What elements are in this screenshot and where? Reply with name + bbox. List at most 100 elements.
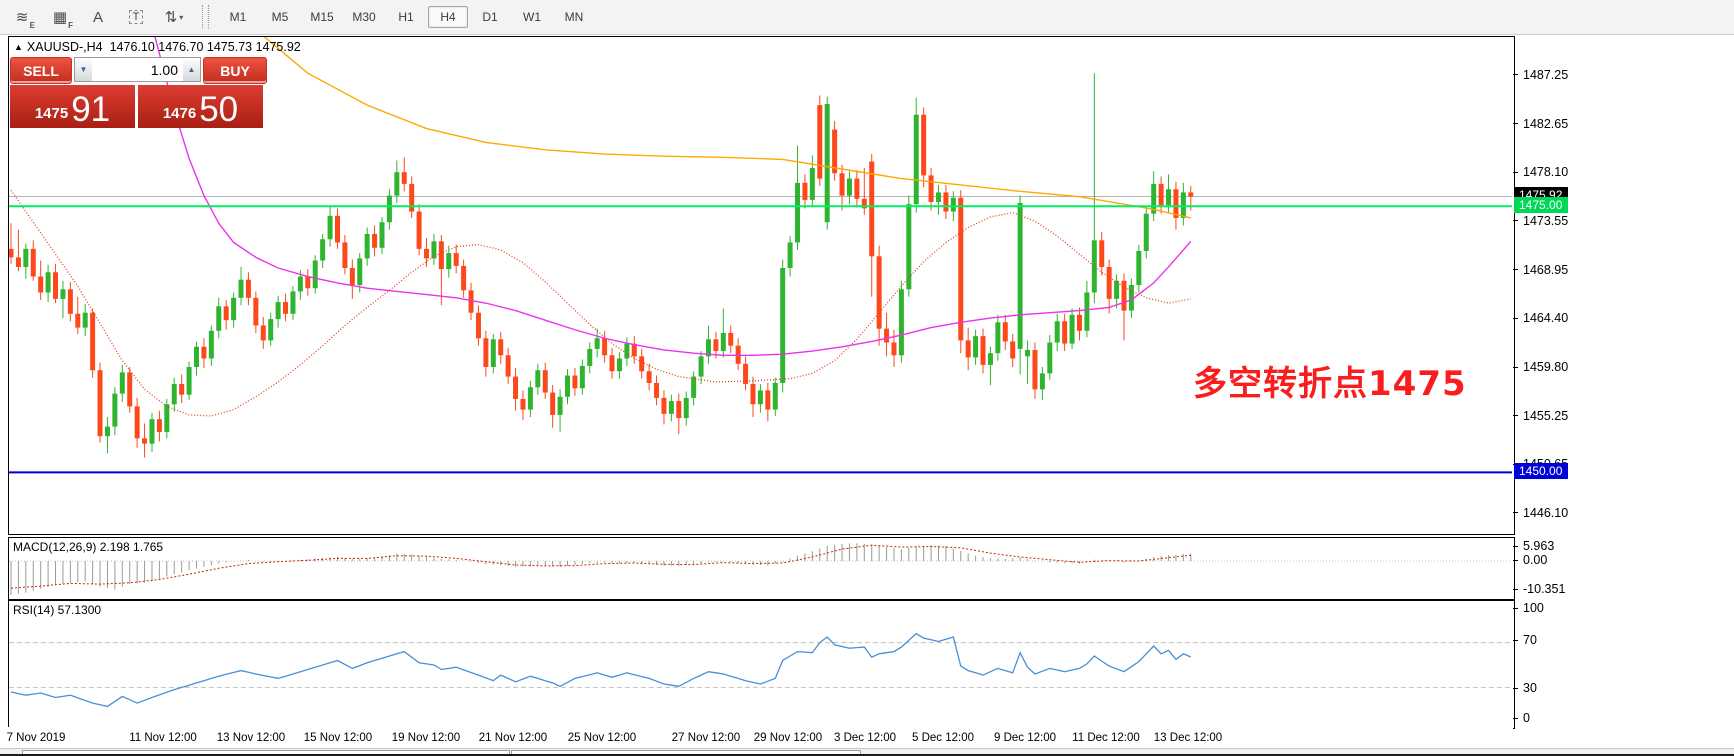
macd-panel[interactable]: MACD(12,26,9) 2.198 1.765 bbox=[8, 537, 1515, 600]
tick-mark bbox=[1513, 545, 1518, 547]
drawing-tools-group: ≋ E ▦ F A T ⇅ ▾ bbox=[0, 3, 190, 31]
tick-mark bbox=[1513, 317, 1518, 319]
volume-decrease-button[interactable]: ▼ bbox=[75, 58, 92, 81]
rsi-line bbox=[10, 632, 1192, 708]
rsi-chart[interactable] bbox=[9, 601, 1512, 726]
chart-tab[interactable] bbox=[22, 750, 510, 755]
tick-mark bbox=[1513, 588, 1518, 590]
text-box-icon[interactable]: T bbox=[120, 3, 152, 31]
chart-symbol: XAUUSD-,H4 bbox=[26, 40, 103, 54]
buy-price-display[interactable]: 1476 50 bbox=[138, 85, 263, 128]
price-tick: 1459.80 bbox=[1523, 360, 1569, 375]
tick-mark bbox=[1513, 717, 1518, 719]
tick-mark bbox=[1513, 639, 1518, 641]
arrows-tool-icon[interactable]: ⇅ ▾ bbox=[164, 9, 184, 26]
tick-mark bbox=[1513, 607, 1518, 609]
macd-label: MACD(12,26,9) 2.198 1.765 bbox=[13, 540, 164, 554]
green-level-line-badge: 1475.00 bbox=[1514, 197, 1569, 214]
date-label: 11 Nov 12:00 bbox=[129, 732, 197, 744]
price-tick: 1478.10 bbox=[1523, 165, 1569, 180]
ma-red bbox=[10, 189, 1191, 417]
timeframe-button-m30[interactable]: M30 bbox=[352, 10, 376, 24]
macd-tick: 0.00 bbox=[1523, 553, 1548, 567]
macd-signal-line bbox=[10, 544, 1191, 589]
rsi-tick: 100 bbox=[1523, 601, 1544, 615]
date-label: 11 Dec 12:00 bbox=[1072, 732, 1140, 744]
macd-tick: -10.351 bbox=[1523, 582, 1566, 596]
buy-price-big: 50 bbox=[199, 90, 239, 129]
tick-mark bbox=[1513, 415, 1518, 416]
date-label: 21 Nov 12:00 bbox=[478, 732, 548, 744]
buy-button[interactable]: BUY bbox=[203, 57, 267, 84]
date-label: 19 Nov 12:00 bbox=[391, 732, 461, 744]
price-tick: 1468.95 bbox=[1523, 262, 1569, 277]
sell-price-big: 91 bbox=[71, 90, 111, 129]
blue-level-line-badge: 1450.00 bbox=[1514, 463, 1569, 480]
timeframe-button-h1[interactable]: H1 bbox=[398, 10, 414, 24]
time-axis[interactable]: 7 Nov 2019 11 Nov 12:00 13 Nov 12:00 15 Nov… bbox=[6, 727, 1513, 748]
rsi-tick: 70 bbox=[1523, 633, 1537, 647]
date-label: 27 Nov 12:00 bbox=[671, 732, 741, 744]
toolbar: ≋ E ▦ F A T ⇅ ▾ M1 M5 M15 M30 H1 H4 D1 W1 MN bbox=[0, 0, 1734, 35]
elliott-wave-icon[interactable]: ≋ E bbox=[15, 9, 35, 30]
rsi-label: RSI(14) 57.1300 bbox=[13, 603, 102, 617]
tick-mark bbox=[1513, 366, 1518, 368]
chart-ohlc: 1476.10 1476.70 1475.73 1475.92 bbox=[109, 40, 301, 54]
date-label: 7 Nov 2019 bbox=[6, 732, 66, 744]
date-label: 13 Dec 12:00 bbox=[1153, 732, 1223, 744]
timeframe-button-w1[interactable]: W1 bbox=[523, 10, 541, 24]
price-tick: 1455.25 bbox=[1523, 408, 1569, 423]
price-tick: 1473.55 bbox=[1523, 213, 1569, 228]
price-tick: 1487.25 bbox=[1523, 67, 1569, 82]
fibo-grid-icon[interactable]: ▦ F bbox=[52, 9, 73, 30]
tick-mark bbox=[1513, 220, 1518, 222]
date-label: 25 Nov 12:00 bbox=[567, 732, 637, 744]
tick-mark bbox=[1513, 687, 1518, 689]
chart-title: ▲ XAUUSD-,H4 1476.10 1476.70 1475.73 1475… bbox=[14, 40, 301, 54]
date-label: 5 Dec 12:00 bbox=[911, 732, 975, 744]
price-axis[interactable]: 1487.25 1482.65 1478.10 1473.55 1468.95 1464.… bbox=[1513, 0, 1734, 756]
tick-mark bbox=[1513, 269, 1518, 271]
price-tick: 1482.65 bbox=[1523, 116, 1569, 131]
one-click-trading-panel: SELL ▼ ▲ BUY 1475 91 1476 50 bbox=[8, 57, 268, 128]
price-tick: 1446.10 bbox=[1523, 505, 1569, 520]
timeframe-button-h4[interactable]: H4 bbox=[428, 6, 468, 28]
timeframe-group: M1 M5 M15 M30 H1 H4 D1 W1 MN bbox=[217, 6, 595, 28]
timeframe-button-d1[interactable]: D1 bbox=[482, 10, 498, 24]
volume-increase-button[interactable]: ▲ bbox=[183, 58, 200, 81]
timeframe-button-mn[interactable]: MN bbox=[564, 10, 584, 24]
tick-mark bbox=[1513, 512, 1518, 514]
buy-price-small: 1476 bbox=[162, 105, 197, 122]
sell-price-display[interactable]: 1475 91 bbox=[10, 85, 135, 128]
date-label: 29 Nov 12:00 bbox=[753, 732, 823, 744]
timeframe-button-m1[interactable]: M1 bbox=[229, 10, 247, 24]
tick-mark bbox=[1513, 559, 1518, 561]
macd-tick: 5.963 bbox=[1523, 539, 1555, 553]
bottom-tab-strip bbox=[0, 748, 1734, 756]
timeframe-button-m5[interactable]: M5 bbox=[271, 10, 289, 24]
sell-button[interactable]: SELL bbox=[10, 57, 72, 84]
tick-mark bbox=[1513, 74, 1518, 76]
ma-magenta bbox=[154, 37, 1192, 356]
candlestick-chart[interactable] bbox=[9, 37, 1512, 532]
series-marker-icon: ▲ bbox=[14, 42, 23, 52]
toolbar-separator bbox=[202, 5, 209, 29]
volume-input[interactable] bbox=[92, 58, 183, 81]
tick-mark bbox=[1513, 171, 1518, 173]
volume-spinner: ▼ ▲ bbox=[74, 57, 201, 82]
text-label-icon[interactable]: A bbox=[92, 8, 103, 26]
date-label: 3 Dec 12:00 bbox=[833, 732, 897, 744]
rsi-tick: 30 bbox=[1523, 681, 1537, 695]
sell-price-small: 1475 bbox=[34, 105, 69, 122]
date-label: 15 Nov 12:00 bbox=[303, 732, 373, 744]
price-tick: 1464.40 bbox=[1523, 311, 1569, 326]
macd-chart[interactable] bbox=[9, 538, 1512, 597]
chart-tab[interactable] bbox=[511, 750, 861, 755]
ma-orange bbox=[263, 37, 1191, 219]
date-label: 9 Dec 12:00 bbox=[993, 732, 1057, 744]
timeframe-button-m15[interactable]: M15 bbox=[310, 10, 334, 24]
rsi-panel[interactable]: RSI(14) 57.1300 bbox=[8, 600, 1515, 729]
date-label: 13 Nov 12:00 bbox=[216, 732, 286, 744]
rsi-tick: 0 bbox=[1523, 711, 1530, 725]
